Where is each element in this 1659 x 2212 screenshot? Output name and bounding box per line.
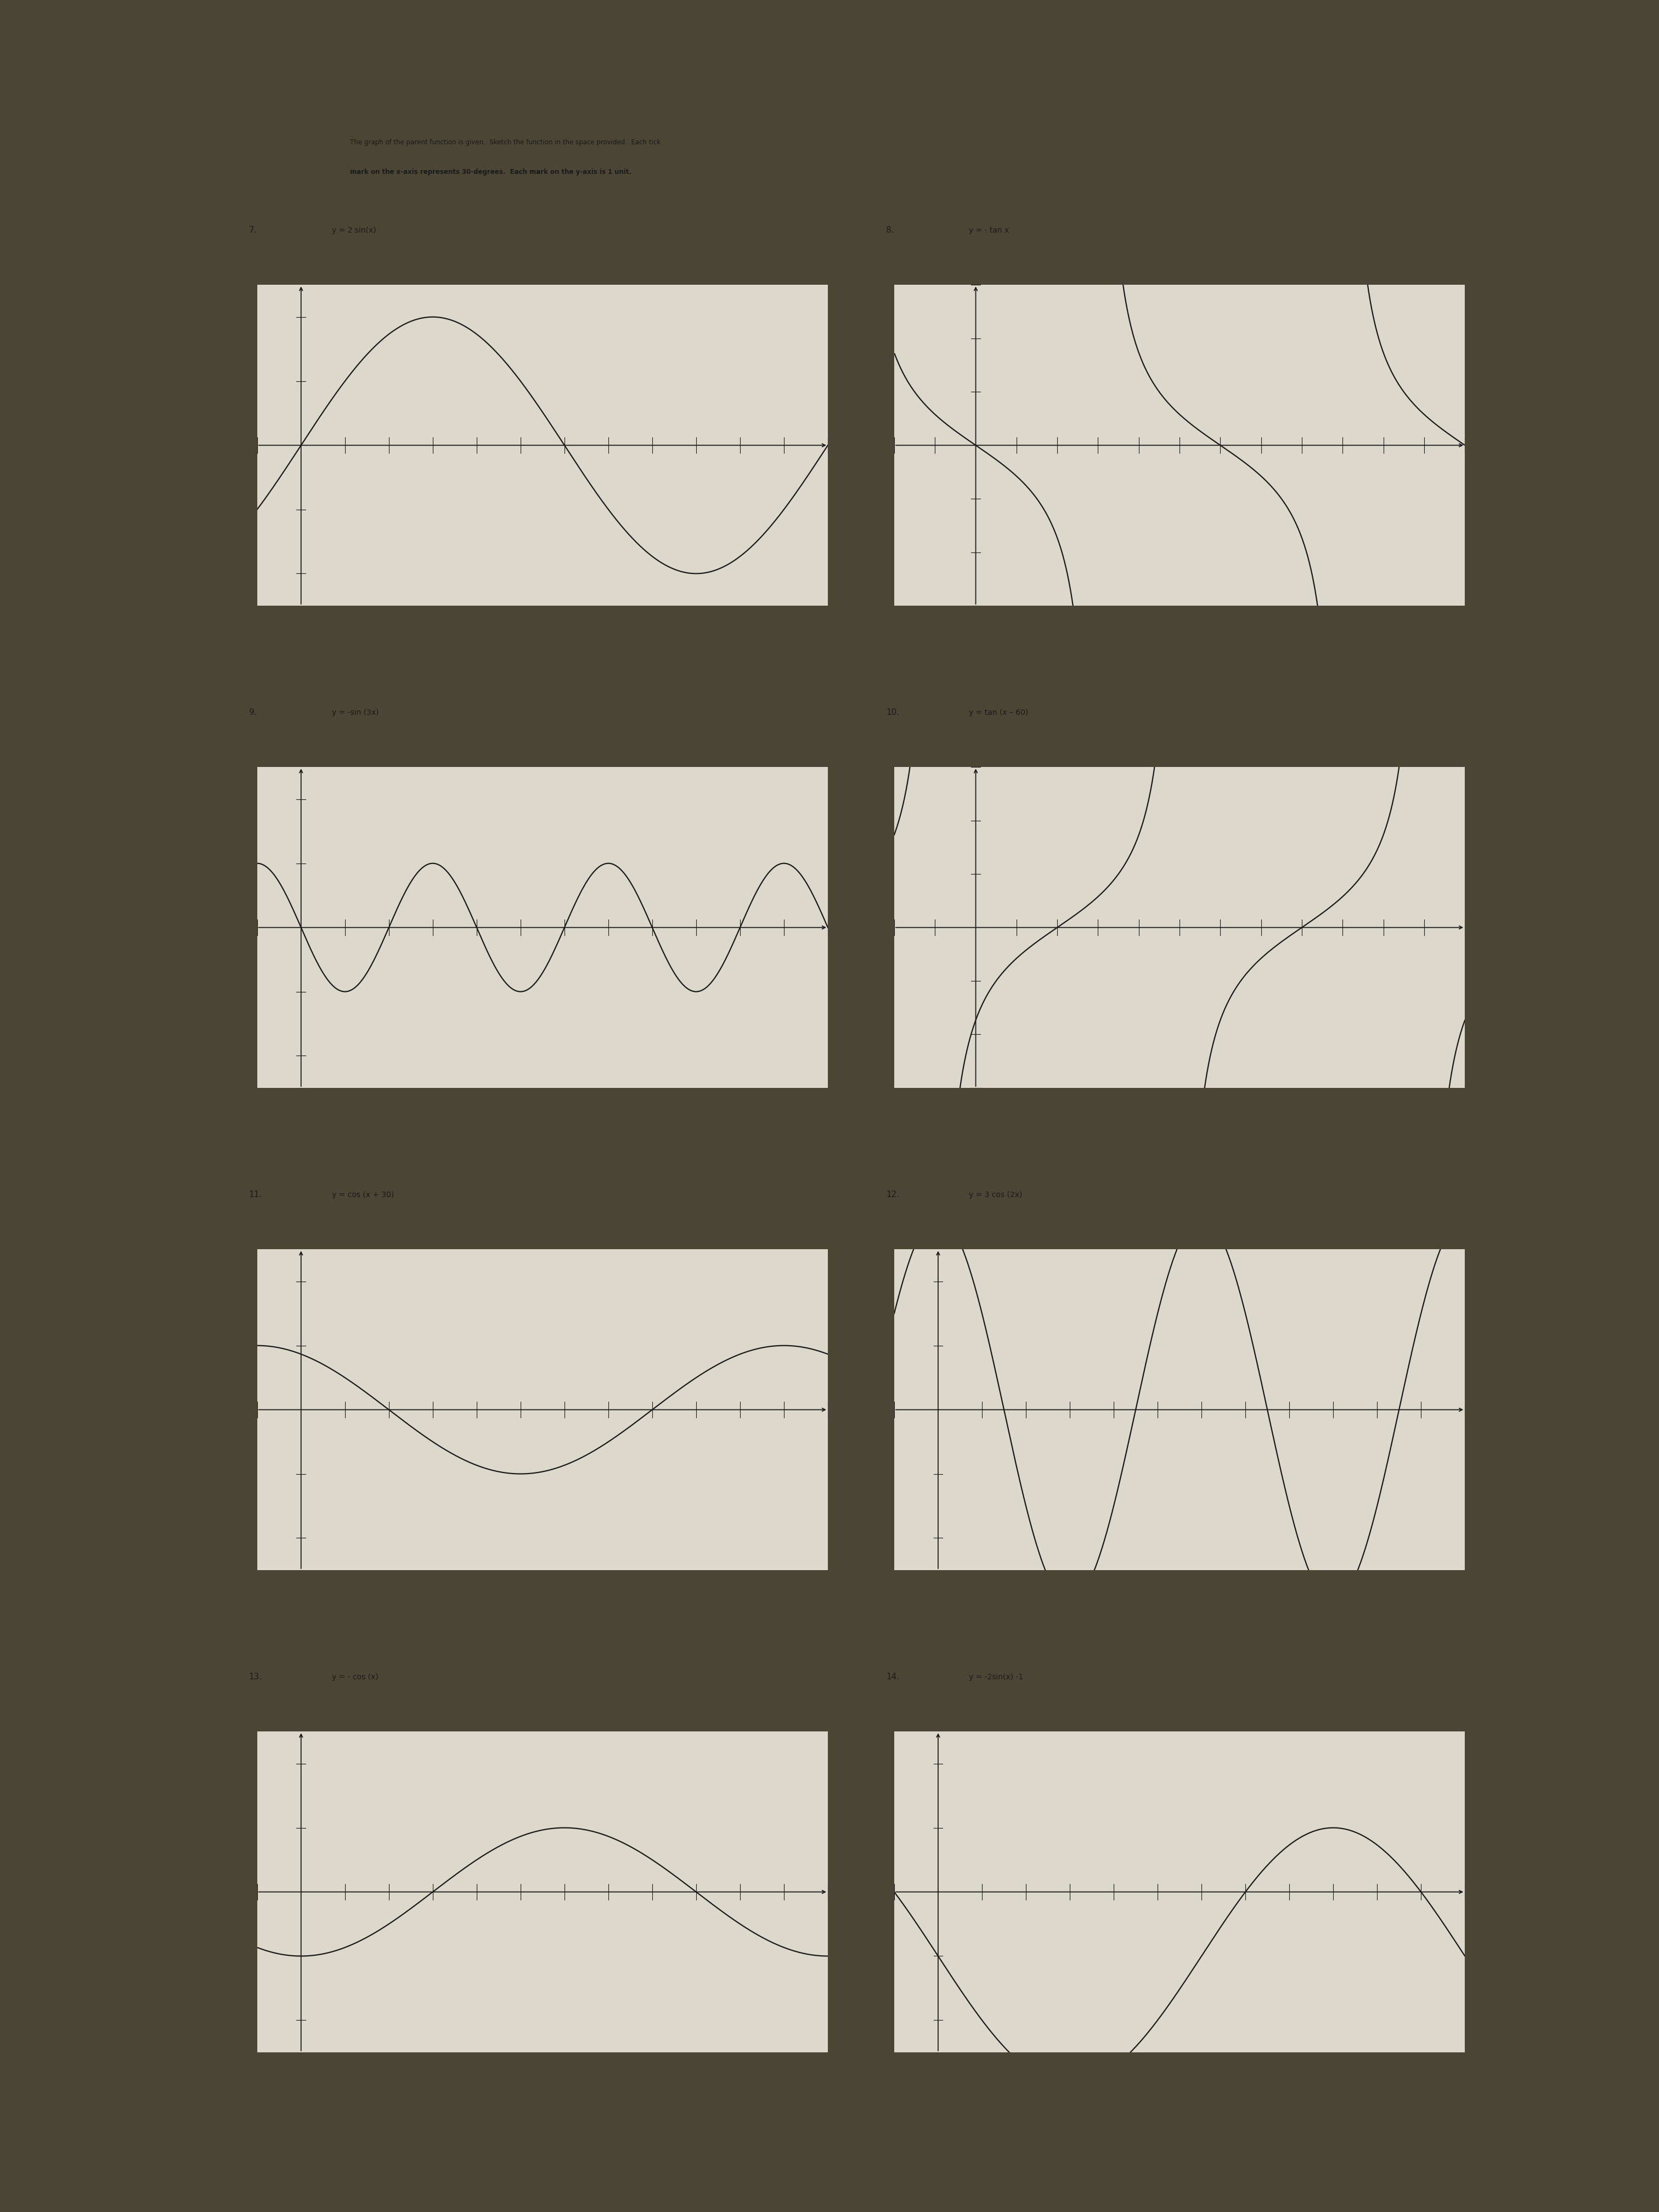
Text: 7.: 7.	[249, 226, 257, 234]
Circle shape	[212, 708, 244, 757]
Text: 10.: 10.	[886, 708, 899, 717]
Text: y = - tan x: y = - tan x	[969, 226, 1009, 234]
Text: 11.: 11.	[249, 1190, 262, 1199]
Text: mark on the x-axis represents 30-degrees.  Each mark on the y-axis is 1 unit.: mark on the x-axis represents 30-degrees…	[350, 168, 632, 175]
Text: y = tan (x – 60): y = tan (x – 60)	[969, 708, 1029, 717]
Text: 13.: 13.	[249, 1672, 262, 1681]
Text: y = 3 cos (2x): y = 3 cos (2x)	[969, 1190, 1022, 1199]
Text: y = 2 sin(x): y = 2 sin(x)	[332, 226, 377, 234]
Text: y = -2sin(x) -1: y = -2sin(x) -1	[969, 1672, 1024, 1681]
Text: y = -sin (3x): y = -sin (3x)	[332, 708, 378, 717]
Text: y = - cos (x): y = - cos (x)	[332, 1672, 378, 1681]
Text: y = cos (x + 30): y = cos (x + 30)	[332, 1190, 393, 1199]
Text: 9.: 9.	[249, 708, 257, 717]
Text: 14.: 14.	[886, 1672, 899, 1681]
Text: 8.: 8.	[886, 226, 894, 234]
Circle shape	[212, 279, 244, 325]
Text: 12.: 12.	[886, 1190, 899, 1199]
Circle shape	[212, 493, 244, 540]
Text: The graph of the parent function is given.  Sketch the function in the space pro: The graph of the parent function is give…	[350, 139, 660, 146]
